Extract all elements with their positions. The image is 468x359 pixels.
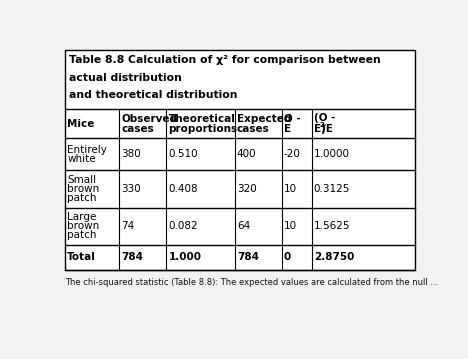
Text: brown: brown: [67, 184, 100, 194]
Text: Theoretical: Theoretical: [168, 114, 235, 124]
Text: 320: 320: [237, 184, 256, 194]
Text: 0.3125: 0.3125: [314, 184, 350, 194]
Text: 380: 380: [121, 149, 141, 159]
Text: E): E): [314, 124, 326, 134]
Text: 2.8750: 2.8750: [314, 252, 354, 262]
Text: 10: 10: [284, 221, 297, 231]
Text: brown: brown: [67, 221, 100, 231]
Text: proportions: proportions: [168, 124, 238, 134]
Text: 64: 64: [237, 221, 250, 231]
Text: and theoretical distribution: and theoretical distribution: [69, 90, 238, 100]
Text: 10: 10: [284, 184, 297, 194]
Text: white: white: [67, 154, 96, 164]
Text: 0.510: 0.510: [168, 149, 198, 159]
Text: (O -: (O -: [314, 113, 335, 123]
Bar: [65, 50, 415, 270]
Text: 74: 74: [121, 221, 135, 231]
Text: patch: patch: [67, 230, 97, 240]
Text: 784: 784: [237, 252, 259, 262]
Text: cases: cases: [237, 124, 270, 134]
Text: -20: -20: [284, 149, 301, 159]
Text: cases: cases: [121, 124, 154, 134]
Text: Observed: Observed: [121, 114, 177, 124]
Text: 400: 400: [237, 149, 256, 159]
Text: Entirely: Entirely: [67, 145, 107, 155]
Text: /E: /E: [322, 124, 333, 134]
Text: Large: Large: [67, 213, 96, 222]
Text: 0: 0: [284, 252, 291, 262]
Text: patch: patch: [67, 193, 97, 203]
Text: E: E: [284, 124, 291, 134]
Text: 2: 2: [320, 122, 324, 129]
Text: Total: Total: [67, 252, 96, 262]
Text: 784: 784: [121, 252, 143, 262]
Text: Mice: Mice: [67, 119, 95, 129]
Text: The chi-squared statistic (Table 8.8): The expected values are calculated from t: The chi-squared statistic (Table 8.8): T…: [65, 278, 438, 287]
Text: 0.408: 0.408: [168, 184, 198, 194]
Text: actual distribution: actual distribution: [69, 73, 182, 83]
Text: 330: 330: [121, 184, 141, 194]
Text: O -: O -: [284, 114, 300, 124]
Text: Small: Small: [67, 175, 96, 185]
Text: 1.0000: 1.0000: [314, 149, 350, 159]
Text: 1.000: 1.000: [168, 252, 202, 262]
Text: Expected: Expected: [237, 114, 291, 124]
Text: Table 8.8 Calculation of χ² for comparison between: Table 8.8 Calculation of χ² for comparis…: [69, 55, 381, 65]
Text: 0.082: 0.082: [168, 221, 198, 231]
Text: 1.5625: 1.5625: [314, 221, 350, 231]
